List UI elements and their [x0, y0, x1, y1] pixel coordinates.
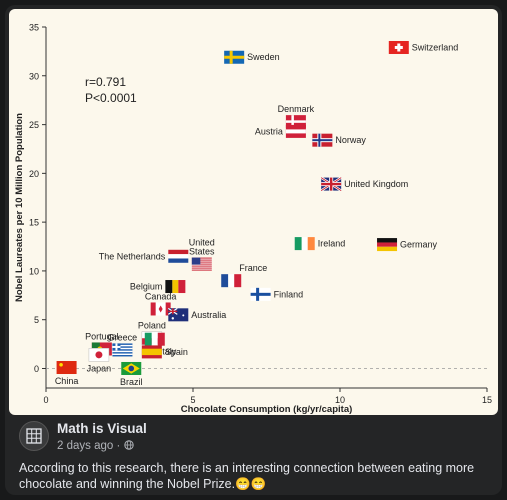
point-label: Finland	[274, 289, 304, 299]
point-label: France	[239, 263, 267, 273]
flag-us	[191, 257, 212, 271]
y-tick-label: 30	[29, 71, 39, 81]
x-axis-label: Chocolate Consumption (kg/yr/capita)	[181, 404, 353, 415]
flag-germany	[377, 238, 398, 252]
point-label: Austria	[255, 126, 283, 136]
post-header: Math is Visual 2 days ago ·	[15, 419, 495, 455]
x-tick-label: 10	[335, 395, 345, 405]
x-tick-label: 15	[482, 395, 492, 405]
y-tick-label: 35	[29, 23, 39, 33]
post-time[interactable]: 2 days ago	[57, 440, 114, 452]
page-avatar[interactable]	[19, 421, 49, 451]
flag-italy	[144, 332, 165, 346]
stats-annotation: P<0.0001	[85, 91, 137, 105]
point-label: United Kingdom	[344, 179, 408, 189]
point-label: Norway	[335, 135, 366, 145]
flag-denmark	[285, 115, 306, 129]
flag-brazil	[121, 361, 142, 375]
flag-belgium	[165, 280, 186, 294]
flag-japan	[88, 348, 110, 362]
point-label: Germany	[400, 240, 438, 250]
point-label: Italy	[160, 347, 177, 357]
flag-china	[56, 361, 77, 375]
point-label: The Netherlands	[99, 251, 166, 261]
y-tick-label: 20	[29, 169, 39, 179]
flag-uk	[320, 176, 342, 192]
author-name[interactable]: Math is Visual	[57, 421, 147, 436]
x-tick-label: 5	[190, 395, 195, 405]
flag-spain	[141, 345, 162, 359]
y-tick-label: 0	[34, 364, 39, 374]
flag-france	[221, 274, 242, 288]
grid-logo-icon	[26, 428, 42, 444]
flag-greece	[112, 343, 133, 357]
y-tick-label: 10	[29, 266, 39, 276]
globe-icon	[123, 440, 134, 450]
point-label: Denmark	[278, 104, 315, 114]
point-label: United	[189, 238, 215, 248]
y-tick-label: 5	[34, 315, 39, 325]
point-label: Japan	[87, 363, 112, 373]
flag-ireland	[294, 237, 315, 251]
stats-annotation: r=0.791	[85, 75, 126, 89]
point-label: Ireland	[318, 239, 346, 249]
point-label: Australia	[191, 310, 226, 320]
point-label: Canada	[145, 291, 177, 301]
y-tick-label: 15	[29, 218, 39, 228]
point-label: Portugal	[85, 331, 119, 341]
y-axis-label: Nobel Laureates per 10 Million Populatio…	[14, 113, 25, 302]
flag-netherlands	[168, 249, 189, 263]
meta-separator: ·	[116, 440, 121, 452]
point-label: China	[55, 376, 79, 386]
post-card: 0 5 10 15 20 25 30 35 0 5 10 15 Chocolate Consumptio…	[5, 5, 502, 495]
flag-finland	[250, 287, 271, 301]
point-label: Belgium	[130, 282, 163, 292]
point-label: Greece	[108, 332, 138, 342]
scatter-chart: 0 5 10 15 20 25 30 35 0 5 10 15 Chocolate Consumptio…	[14, 23, 492, 416]
point-label: Poland	[138, 321, 166, 331]
post-caption: According to this research, there is an …	[19, 461, 475, 491]
point-label: Sweden	[247, 52, 280, 62]
point-label: Spain	[165, 347, 188, 357]
flag-switzerland	[388, 40, 409, 54]
flag-norway	[312, 133, 333, 147]
x-tick-label: 0	[43, 395, 48, 405]
flag-austria	[285, 124, 306, 138]
chart-image[interactable]: 0 5 10 15 20 25 30 35 0 5 10 15 Chocolate Consumptio…	[9, 9, 498, 415]
point-label: States	[189, 247, 215, 257]
flag-australia	[167, 307, 189, 322]
flag-canada	[150, 302, 171, 316]
y-tick-label: 25	[29, 120, 39, 130]
point-label: Brazil	[120, 377, 143, 387]
point-label: Switzerland	[412, 42, 459, 52]
flag-sweden	[224, 50, 245, 64]
post-meta: 2 days ago ·	[57, 440, 134, 452]
